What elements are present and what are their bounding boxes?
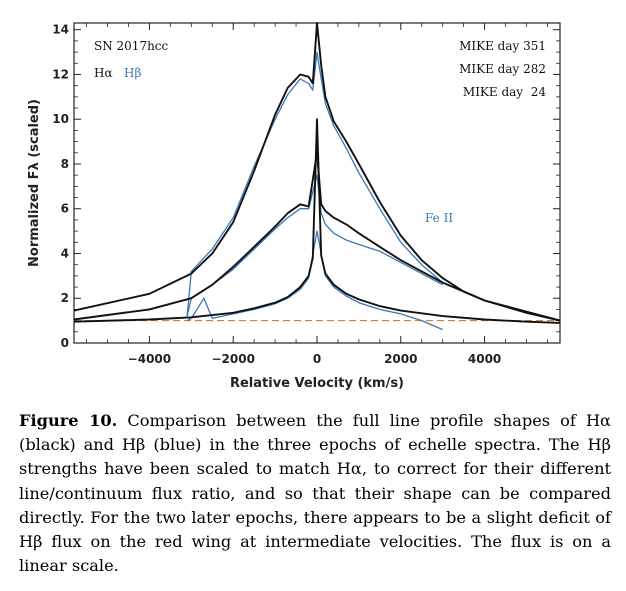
caption-label: Figure 10. <box>19 411 118 430</box>
object-name: SN 2017hcc <box>94 39 169 53</box>
hbeta-legend: Hβ <box>124 66 141 80</box>
x-tick-label: 2000 <box>384 352 417 366</box>
epoch-label-282: MIKE day 282 <box>459 62 546 76</box>
series-line <box>186 51 444 317</box>
figure: −4000 −2000 0 2000 4000 0 2 4 6 8 10 12 14 Relative … <box>27 22 561 391</box>
x-tick-label: −4000 <box>128 352 171 366</box>
y-tick-label: 0 <box>61 336 69 350</box>
y-axis-label: Normalized Fλ (scaled) <box>27 99 42 267</box>
series-line <box>73 151 561 322</box>
figure-caption: Figure 10. Comparison between the full l… <box>19 409 611 578</box>
y-tick-label: 10 <box>52 112 69 126</box>
series-line <box>186 230 443 331</box>
spectrum-chart: −4000 −2000 0 2000 4000 0 2 4 6 8 10 12 14 Relative … <box>27 22 561 391</box>
y-tick-label: 8 <box>61 157 69 171</box>
halpha-legend: Hα <box>94 66 113 80</box>
epoch-label-24: MIKE day 24 <box>463 85 546 99</box>
series-group <box>73 22 561 331</box>
x-axis-label: Relative Velocity (km/s) <box>230 376 404 391</box>
series-line <box>73 22 561 322</box>
axis-ticks: −4000 −2000 0 2000 4000 0 2 4 6 8 10 12 14 <box>52 23 560 366</box>
x-tick-label: 0 <box>313 352 321 366</box>
y-tick-label: 2 <box>61 291 69 305</box>
y-tick-label: 6 <box>61 202 69 216</box>
y-tick-label: 14 <box>52 23 69 37</box>
series-line <box>186 174 444 317</box>
x-tick-label: 4000 <box>468 352 501 366</box>
series-line <box>73 118 561 324</box>
epoch-label-351: MIKE day 351 <box>459 39 546 53</box>
y-tick-label: 12 <box>52 67 69 81</box>
x-tick-label: −2000 <box>211 352 254 366</box>
fe-ii-label: Fe II <box>425 211 453 225</box>
caption-text: Comparison between the full line profile… <box>19 411 611 576</box>
y-tick-label: 4 <box>61 246 69 260</box>
